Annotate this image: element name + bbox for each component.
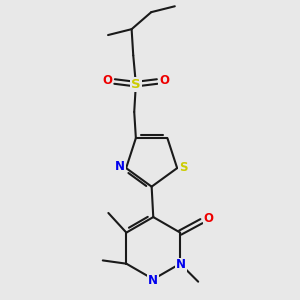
Text: O: O	[102, 74, 112, 87]
Text: N: N	[115, 160, 125, 173]
Text: O: O	[159, 74, 169, 87]
Text: O: O	[204, 212, 214, 225]
Text: N: N	[148, 274, 158, 287]
Text: S: S	[131, 78, 141, 91]
Text: S: S	[179, 161, 187, 174]
Text: N: N	[176, 259, 186, 272]
